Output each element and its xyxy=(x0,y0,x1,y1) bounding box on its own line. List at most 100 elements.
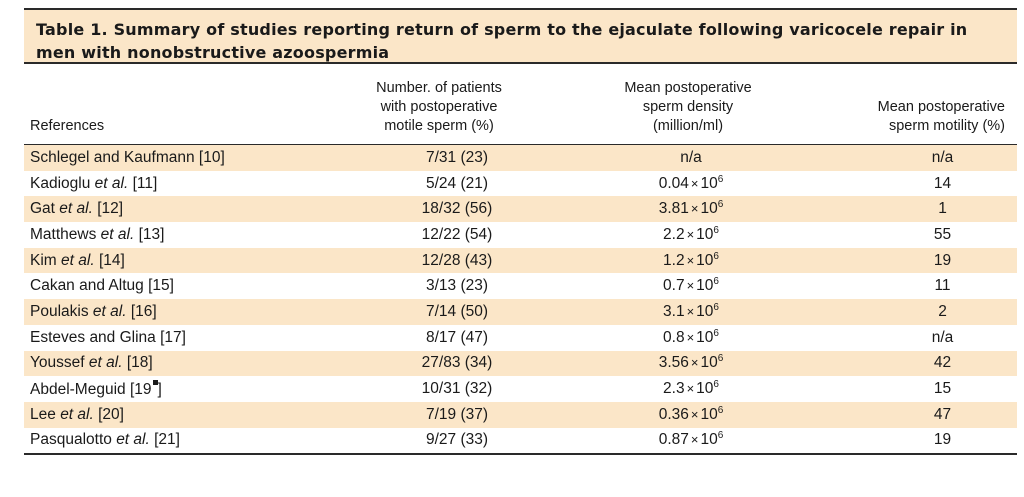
density-value: n/a xyxy=(680,148,702,166)
motility-cell: n/a xyxy=(822,144,1017,171)
header-density-line: (million/ml) xyxy=(652,118,724,134)
times-symbol: × xyxy=(690,355,699,371)
citation-number: [10] xyxy=(198,148,225,166)
times-symbol: × xyxy=(686,226,695,242)
density-cell: 3.56 × 106 xyxy=(554,350,822,377)
density-ten: 10 xyxy=(696,277,714,295)
author-name: Esteves and Glina xyxy=(30,328,156,346)
table-row: Kim et al. [14] 12/28 (43) 1.2 × 106 19 xyxy=(24,247,1017,274)
patients-cell: 7/31 (23) xyxy=(324,144,554,171)
reference-cell: Matthews et al. [13] xyxy=(24,222,324,248)
table-row: Lee et al. [20] 7/19 (37) 0.36 × 106 47 xyxy=(24,401,1017,428)
density-cell: 0.8 × 106 xyxy=(554,324,822,351)
times-symbol: × xyxy=(686,381,695,397)
motility-cell: 1 xyxy=(822,196,1017,223)
density-exponent: 6 xyxy=(717,404,724,416)
reference-cell: Esteves and Glina [17] xyxy=(24,324,324,351)
density-exponent: 6 xyxy=(713,301,719,313)
density-value: 2.2 xyxy=(663,225,685,243)
patients-cell: 3/13 (23) xyxy=(324,273,554,300)
reference-cell: Youssef et al. [18] xyxy=(24,350,324,377)
table-body: Schlegel and Kaufmann [10] 7/31 (23) n/a n/… xyxy=(24,144,1017,456)
patients-cell: 8/17 (47) xyxy=(324,324,554,351)
header-references: References xyxy=(24,64,324,145)
citation-number: [12] xyxy=(97,200,124,218)
author-name: Poulakis xyxy=(30,302,89,320)
author-etal: et al. xyxy=(116,431,150,449)
motility-cell: 55 xyxy=(822,222,1017,248)
author-etal: et al. xyxy=(60,405,94,423)
density-value: 0.8 xyxy=(663,328,685,346)
table-row: Esteves and Glina [17] 8/17 (47) 0.8 × 106 n/… xyxy=(24,324,1017,351)
times-symbol: × xyxy=(686,252,695,268)
reference-cell: Poulakis et al. [16] xyxy=(24,299,324,325)
table-row: Cakan and Altug [15] 3/13 (23) 0.7 × 106 11 xyxy=(24,273,1017,300)
density-value: 0.87 xyxy=(658,431,689,449)
motility-cell: 42 xyxy=(822,350,1017,377)
header-patients-line: motile sperm (%) xyxy=(384,118,494,134)
table-container: Table 1. Summary of studies reporting re… xyxy=(24,8,1017,456)
density-value: 0.04 xyxy=(658,174,689,192)
table-row: Schlegel and Kaufmann [10] 7/31 (23) n/a n/… xyxy=(24,144,1017,171)
table-row: Abdel-Meguid [19] 10/31 (32) 2.3 × 106 15 xyxy=(24,376,1017,402)
patients-cell: 12/22 (54) xyxy=(324,222,554,248)
motility-cell: 2 xyxy=(822,299,1017,325)
density-ten: 10 xyxy=(700,405,718,423)
table-row: Matthews et al. [13] 12/22 (54) 2.2 × 106 55 xyxy=(24,222,1017,248)
density-value: 1.2 xyxy=(663,251,685,269)
author-name: Kim xyxy=(30,251,57,269)
header-motility: Mean postoperative sperm motility (%) xyxy=(822,64,1017,145)
density-exponent: 6 xyxy=(717,199,724,211)
density-cell: 0.36 × 106 xyxy=(554,401,822,428)
author-etal: et al. xyxy=(59,200,93,218)
density-exponent: 6 xyxy=(713,327,719,339)
author-etal: et al. xyxy=(94,174,129,192)
motility-cell: 47 xyxy=(822,401,1017,428)
density-cell: 1.2 × 106 xyxy=(554,247,822,274)
header-motility-line: Mean postoperative xyxy=(877,99,1005,115)
table-title-box: Table 1. Summary of studies reporting re… xyxy=(24,8,1017,64)
reference-cell: Gat et al. [12] xyxy=(24,196,324,223)
author-name: Lee xyxy=(30,405,56,423)
motility-cell: 19 xyxy=(822,427,1017,456)
density-exponent: 6 xyxy=(713,379,719,391)
density-cell: 3.1 × 106 xyxy=(554,299,822,325)
density-value: 3.1 xyxy=(663,302,685,320)
density-ten: 10 xyxy=(696,328,714,346)
times-symbol: × xyxy=(686,329,695,345)
density-ten: 10 xyxy=(696,251,714,269)
header-patients-line: with postoperative xyxy=(380,99,498,115)
density-cell: 0.87 × 106 xyxy=(554,427,822,456)
summary-table: References Number. of patients with post… xyxy=(24,64,1017,456)
reference-cell: Cakan and Altug [15] xyxy=(24,273,324,300)
reference-cell: Abdel-Meguid [19] xyxy=(24,376,324,402)
patients-cell: 5/24 (21) xyxy=(324,170,554,197)
patients-cell: 9/27 (33) xyxy=(324,427,554,456)
density-exponent: 6 xyxy=(713,224,719,236)
table-row: Gat et al. [12] 18/32 (56) 3.81 × 106 1 xyxy=(24,196,1017,223)
patients-cell: 7/19 (37) xyxy=(324,401,554,428)
density-ten: 10 xyxy=(700,431,718,449)
citation-number: [18] xyxy=(126,354,153,372)
motility-cell: n/a xyxy=(822,324,1017,351)
density-cell: n/a xyxy=(554,144,822,171)
table-row: Kadioglu et al. [11] 5/24 (21) 0.04 × 106 14 xyxy=(24,170,1017,197)
density-exponent: 6 xyxy=(717,430,724,442)
density-ten: 10 xyxy=(696,302,714,320)
reference-cell: Lee et al. [20] xyxy=(24,401,324,428)
density-cell: 0.04 × 106 xyxy=(554,170,822,197)
citation-number: [16] xyxy=(130,302,157,320)
citation-number: [20] xyxy=(98,405,124,423)
header-motility-line: sperm motility (%) xyxy=(888,118,1005,134)
density-ten: 10 xyxy=(700,354,718,372)
citation-number: [14] xyxy=(98,251,125,269)
citation-number: [19] xyxy=(129,379,162,398)
table-header: References Number. of patients with post… xyxy=(24,64,1017,145)
patients-cell: 27/83 (34) xyxy=(324,350,554,377)
motility-cell: 11 xyxy=(822,273,1017,300)
author-name: Abdel-Meguid xyxy=(30,380,126,398)
density-value: 3.56 xyxy=(658,354,689,372)
reference-cell: Schlegel and Kaufmann [10] xyxy=(24,144,324,171)
density-cell: 2.3 × 106 xyxy=(554,376,822,402)
citation-number: [17] xyxy=(160,328,186,346)
